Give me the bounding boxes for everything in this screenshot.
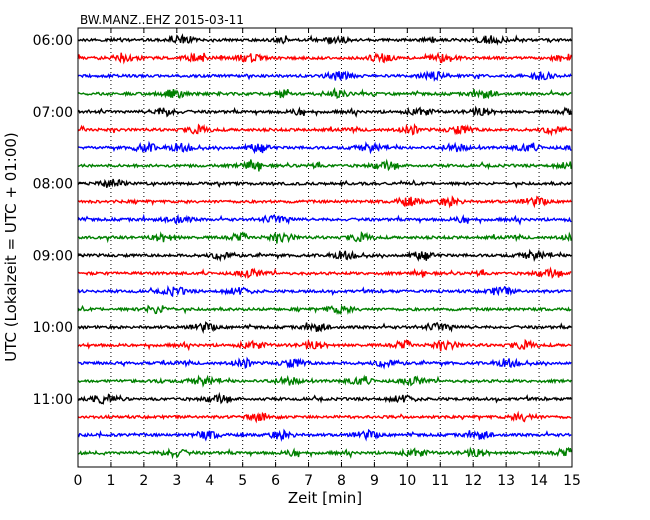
trace-line xyxy=(77,87,572,100)
trace-line xyxy=(77,266,572,279)
y-ticks: 06:00 07:00 08:00 09:00 10:00 11:00 xyxy=(33,33,572,408)
x-tick-label: 12 xyxy=(464,473,482,489)
x-tick-label: 2 xyxy=(139,473,148,489)
y-tick-label: 09:00 xyxy=(33,248,73,264)
traces-group xyxy=(77,33,572,460)
trace-line xyxy=(77,374,572,388)
x-tick-label: 1 xyxy=(106,473,115,489)
x-tick-label: 8 xyxy=(337,473,346,489)
y-tick-label: 10:00 xyxy=(33,320,73,336)
trace-line xyxy=(77,51,572,65)
x-tick-label: 14 xyxy=(530,473,548,489)
trace-line xyxy=(77,178,572,189)
x-tick-label: 6 xyxy=(271,473,280,489)
trace-line xyxy=(77,304,572,316)
trace-line xyxy=(77,33,572,46)
y-tick-label: 06:00 xyxy=(33,33,73,49)
x-tick-label: 0 xyxy=(74,473,83,489)
x-tick-label: 5 xyxy=(238,473,247,489)
trace-line xyxy=(77,321,572,334)
trace-line xyxy=(77,446,572,460)
x-tick-label: 11 xyxy=(431,473,449,489)
x-tick-label: 7 xyxy=(304,473,313,489)
trace-line xyxy=(77,428,572,443)
y-tick-label: 11:00 xyxy=(33,392,73,408)
x-tick-label: 15 xyxy=(563,473,581,489)
x-tick-label: 10 xyxy=(398,473,416,489)
trace-line xyxy=(77,195,572,209)
trace-line xyxy=(77,338,572,352)
plot-frame xyxy=(77,27,573,468)
trace-line xyxy=(77,213,572,226)
trace-line xyxy=(77,284,572,298)
x-tick-label: 13 xyxy=(497,473,515,489)
y-tick-label: 07:00 xyxy=(33,105,73,121)
x-axis-label: Zeit [min] xyxy=(288,489,362,507)
trace-line xyxy=(77,410,572,424)
x-tick-label: 4 xyxy=(205,473,214,489)
chart-title: BW.MANZ..EHZ 2015-03-11 xyxy=(80,13,244,27)
trace-line xyxy=(77,140,572,155)
trace-line xyxy=(77,231,572,244)
trace-line xyxy=(77,70,572,82)
y-tick-label: 08:00 xyxy=(33,177,73,193)
trace-line xyxy=(77,105,572,118)
trace-line xyxy=(77,248,572,263)
trace-line xyxy=(77,356,572,370)
y-axis-label: UTC (Lokalzeit = UTC + 01:00) xyxy=(2,132,20,362)
x-ticks: 0 1 2 3 4 5 6 7 8 9 10 11 12 13 14 15 xyxy=(74,28,581,489)
trace-line xyxy=(77,158,572,172)
x-tick-label: 3 xyxy=(172,473,181,489)
trace-line xyxy=(77,122,572,137)
trace-line xyxy=(77,391,572,405)
x-tick-label: 9 xyxy=(370,473,379,489)
